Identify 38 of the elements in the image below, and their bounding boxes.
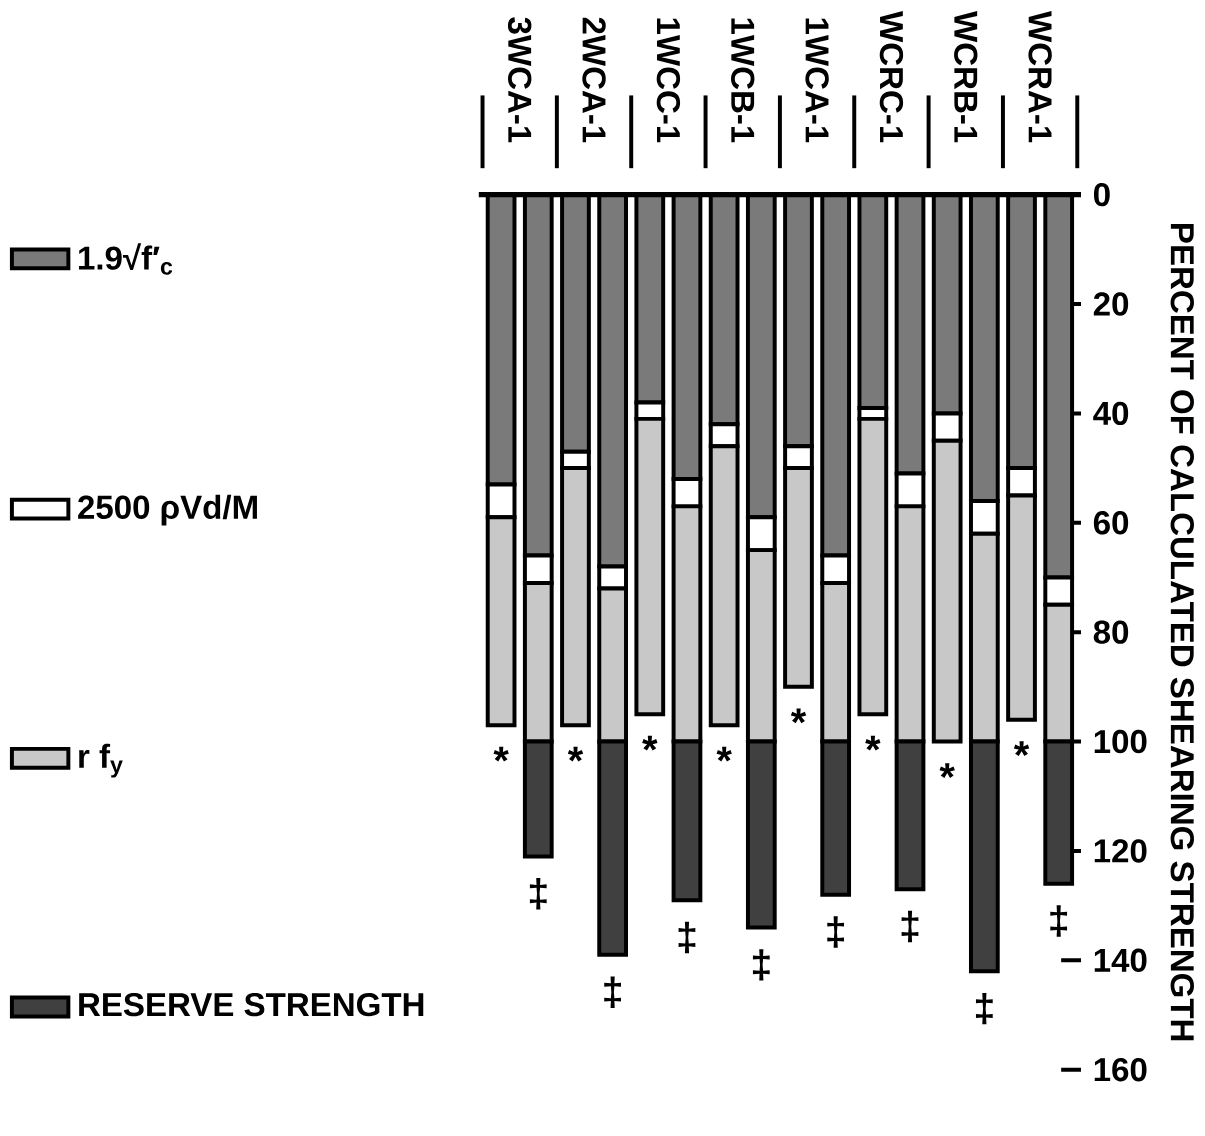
y-tick-label: 160 xyxy=(1094,1058,1147,1082)
data-label: * xyxy=(790,708,807,724)
y-tick-label: 140 xyxy=(1094,948,1147,973)
x-tick-label: WCRA-1 xyxy=(1028,11,1052,143)
y-tick-label: 60 xyxy=(1093,511,1129,535)
x-tick-label: 1WCB-1 xyxy=(731,18,755,143)
y-tick-label: 80 xyxy=(1093,620,1129,645)
data-label: * xyxy=(1013,741,1030,757)
data-label: ‡ xyxy=(901,911,919,943)
legend-label: r f$_{y}$ xyxy=(79,744,123,778)
x-tick-label: 1WCC-1 xyxy=(656,18,681,143)
data-label: * xyxy=(939,763,955,779)
data-label: ‡ xyxy=(1050,905,1068,938)
y-tick-label: 120 xyxy=(1094,839,1147,863)
data-label: * xyxy=(567,746,584,762)
data-label: ‡ xyxy=(678,922,696,954)
x-tick-label: 2WCA-1 xyxy=(582,17,606,143)
data-label: ‡ xyxy=(529,878,547,910)
y-tick-label: 40 xyxy=(1093,401,1129,426)
legend-label: RESERVE STRENGTH xyxy=(79,993,424,1017)
legend-label: 1.9√f′$_{c}$ xyxy=(79,243,173,275)
x-tick-label: 1WCA-1 xyxy=(805,18,829,143)
data-label: * xyxy=(493,746,509,762)
x-tick-label: WCRB-1 xyxy=(954,11,978,143)
legend-label: 2500 ρVd/M xyxy=(78,494,257,526)
data-label: ‡ xyxy=(827,916,845,949)
y-axis-title: PERCENT OF CALCULATED SHEARING STRENGTH xyxy=(1170,224,1194,1041)
data-label: ‡ xyxy=(975,993,993,1025)
data-label: ‡ xyxy=(604,976,621,1009)
data-label: * xyxy=(716,746,732,762)
y-tick-label: 0 xyxy=(1093,183,1110,207)
y-tick-label: 100 xyxy=(1094,730,1147,754)
data-label: * xyxy=(865,736,881,751)
x-tick-label: 3WCA-1 xyxy=(507,17,532,143)
x-tick-label: WCRC-1 xyxy=(879,11,904,143)
y-tick-label: 20 xyxy=(1093,292,1129,316)
data-label: * xyxy=(642,736,658,751)
data-label: ‡ xyxy=(752,949,770,981)
